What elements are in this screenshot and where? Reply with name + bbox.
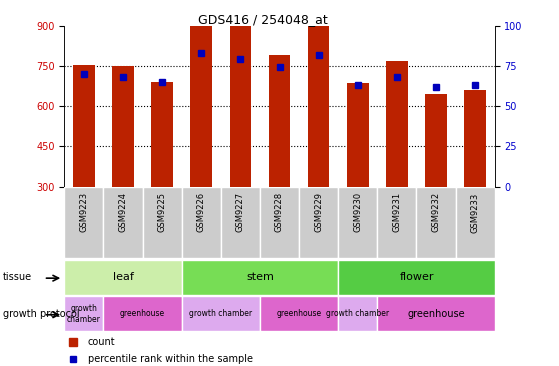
- Bar: [191, 0, 212, 187]
- Text: GSM9229: GSM9229: [314, 193, 323, 232]
- Text: greenhouse: greenhouse: [407, 309, 465, 319]
- Text: growth
chamber: growth chamber: [67, 304, 101, 324]
- Bar: [456, 187, 495, 258]
- Bar: [465, 90, 486, 187]
- Bar: [182, 296, 260, 331]
- Bar: [143, 187, 182, 258]
- Bar: [299, 187, 338, 258]
- Text: tissue: tissue: [3, 272, 32, 283]
- Text: greenhouse: greenhouse: [277, 309, 321, 318]
- Text: GSM9230: GSM9230: [353, 193, 362, 232]
- Bar: [64, 260, 182, 295]
- Bar: [64, 187, 103, 258]
- Text: GSM9228: GSM9228: [275, 193, 284, 232]
- Text: flower: flower: [399, 272, 434, 282]
- Bar: [425, 94, 447, 187]
- Text: greenhouse: greenhouse: [120, 309, 165, 318]
- Bar: [338, 296, 377, 331]
- Text: GSM9233: GSM9233: [471, 193, 480, 233]
- Text: GSM9231: GSM9231: [392, 193, 401, 232]
- Text: leaf: leaf: [112, 272, 134, 282]
- Bar: [308, 0, 329, 187]
- Text: GSM9223: GSM9223: [79, 193, 88, 232]
- Text: GSM9224: GSM9224: [119, 193, 127, 232]
- Bar: [260, 296, 338, 331]
- Text: percentile rank within the sample: percentile rank within the sample: [88, 354, 253, 364]
- Text: stem: stem: [246, 272, 274, 282]
- Bar: [64, 296, 103, 331]
- Bar: [377, 187, 416, 258]
- Bar: [103, 187, 143, 258]
- Bar: [112, 66, 134, 187]
- Text: growth protocol: growth protocol: [3, 309, 79, 319]
- Bar: [338, 187, 377, 258]
- Bar: [386, 60, 408, 187]
- Text: growth chamber: growth chamber: [190, 309, 252, 318]
- Bar: [347, 83, 368, 187]
- Bar: [151, 82, 173, 187]
- Text: GSM9226: GSM9226: [197, 193, 206, 232]
- Bar: [230, 16, 251, 187]
- Text: GSM9232: GSM9232: [432, 193, 440, 232]
- Bar: [73, 64, 94, 187]
- Bar: [377, 296, 495, 331]
- Bar: [338, 260, 495, 295]
- Text: count: count: [88, 337, 116, 347]
- Bar: [221, 187, 260, 258]
- Text: GSM9225: GSM9225: [158, 193, 167, 232]
- Text: GDS416 / 254048_at: GDS416 / 254048_at: [198, 13, 328, 26]
- Bar: [103, 296, 182, 331]
- Bar: [260, 187, 299, 258]
- Text: growth chamber: growth chamber: [326, 309, 389, 318]
- Bar: [269, 55, 290, 187]
- Bar: [416, 187, 456, 258]
- Text: GSM9227: GSM9227: [236, 193, 245, 232]
- Bar: [182, 187, 221, 258]
- Bar: [182, 260, 338, 295]
